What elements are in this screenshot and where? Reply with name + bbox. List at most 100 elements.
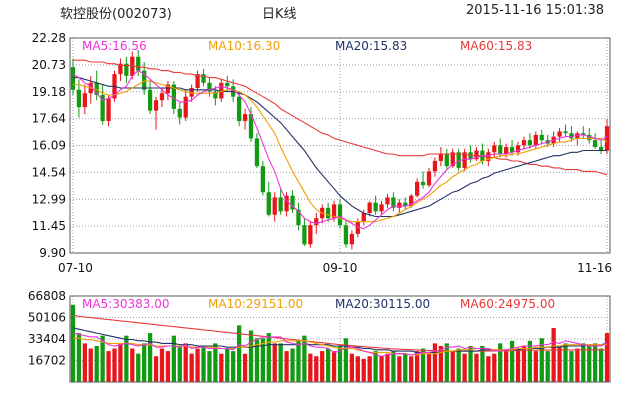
volume-bar-up: [367, 356, 372, 382]
volume-bar-up: [349, 353, 355, 382]
candle-down: [444, 154, 449, 167]
volume-bar-down: [509, 340, 515, 382]
volume-bar-up: [219, 353, 224, 382]
chart-title: 日K线: [262, 7, 297, 22]
volume-bar-down: [337, 345, 343, 382]
candle-up: [308, 225, 313, 245]
volume-bar-down: [581, 343, 586, 382]
candle-down: [343, 225, 349, 245]
candle-up: [397, 202, 402, 208]
volume-tick-label: 16702: [28, 354, 66, 368]
volume-bar-down: [373, 351, 378, 382]
volume-bar-up: [575, 348, 580, 382]
candle-down: [147, 89, 153, 111]
volume-bar-up: [557, 345, 562, 382]
candle-up: [361, 213, 366, 222]
candle-up: [575, 133, 580, 139]
candle-up: [504, 147, 509, 155]
candle-down: [124, 63, 129, 76]
volume-bar-up: [551, 327, 556, 382]
price-tick-label: 17.64: [32, 112, 66, 126]
candle-up: [492, 145, 497, 153]
volume-bar-up: [474, 353, 479, 382]
candle-down: [236, 96, 242, 122]
volume-bar-down: [100, 335, 105, 382]
price-tick-label: 12.99: [32, 192, 66, 206]
date-tick-label: 07-10: [58, 261, 93, 275]
volume-bar-up: [438, 345, 444, 382]
candle-up: [242, 114, 248, 122]
candle-down: [296, 209, 301, 226]
candle-up: [355, 221, 360, 234]
candle-up: [219, 82, 224, 99]
volume-bar-up: [320, 351, 325, 382]
volume-bar-up: [88, 348, 93, 382]
volume-bar-down: [278, 343, 283, 382]
volume-tick-label: 66808: [28, 289, 66, 303]
volume-bar-down: [593, 343, 598, 382]
volume-bar-up: [308, 353, 313, 382]
price-legend-entry: MA20:15.83: [335, 39, 407, 53]
candle-up: [82, 93, 87, 108]
volume-bar-down: [444, 343, 449, 382]
price-tick-label: 20.73: [32, 58, 66, 72]
volume-bar-down: [177, 345, 182, 382]
candle-down: [598, 147, 604, 151]
candle-down: [248, 114, 254, 139]
volume-bar-down: [290, 348, 295, 382]
candle-up: [486, 152, 491, 161]
volume-bar-down: [136, 353, 141, 382]
price-axis: 22.28 20.73 19.18 17.64 16.09 14.54 12.99 11.45…: [32, 31, 66, 260]
volume-bar-up: [159, 348, 165, 382]
price-moving-averages: [72, 59, 608, 230]
volume-bar-up: [82, 343, 87, 382]
volume-bar-up: [112, 348, 117, 382]
candle-down: [325, 207, 331, 219]
candle-up: [450, 152, 455, 167]
volume-bar-up: [379, 356, 384, 382]
volume-bar-down: [76, 333, 82, 382]
candle-up: [557, 131, 562, 137]
stock-name: 软控股份: [60, 7, 113, 22]
price-tick-label: 9.90: [39, 246, 66, 260]
candle-up: [385, 197, 390, 205]
candle-up: [515, 145, 521, 153]
candle-down: [177, 108, 182, 118]
candle-down: [142, 70, 147, 90]
candle-up: [118, 63, 123, 75]
price-ma5-line: [72, 69, 608, 230]
volume-bar-up: [195, 348, 200, 382]
candle-down: [278, 197, 283, 212]
volume-bar-down: [147, 333, 153, 382]
candle-down: [456, 152, 461, 168]
candle-down: [373, 202, 378, 212]
volume-bar-down: [498, 343, 503, 382]
candle-down: [201, 74, 206, 83]
candle-down: [569, 133, 574, 139]
volume-moving-averages: [72, 314, 608, 357]
volume-bar-down: [343, 338, 349, 382]
candle-down: [260, 166, 265, 193]
volume-legend-entry: MA60:24975.00: [460, 297, 555, 311]
candle-up: [314, 218, 319, 226]
candle-down: [254, 138, 260, 167]
volume-bar-down: [260, 338, 265, 382]
candle-up: [432, 160, 438, 172]
volume-tick-label: 50106: [28, 311, 66, 325]
volume-bar-up: [284, 351, 289, 382]
volume-bar-down: [527, 340, 533, 382]
volume-bar-up: [314, 356, 319, 382]
volume-bar-up: [153, 356, 159, 382]
volume-bar-up: [432, 343, 438, 382]
price-tick-label: 19.18: [32, 85, 66, 99]
volume-bar-up: [492, 353, 497, 382]
price-tick-label: 11.45: [32, 219, 66, 233]
candle-up: [367, 202, 372, 214]
candle-down: [498, 145, 503, 155]
candle-up: [521, 140, 527, 146]
candle-up: [604, 126, 610, 151]
volume-ma20-line: [72, 327, 608, 353]
volume-bar-down: [70, 304, 76, 382]
volume-bar-up: [533, 351, 538, 382]
